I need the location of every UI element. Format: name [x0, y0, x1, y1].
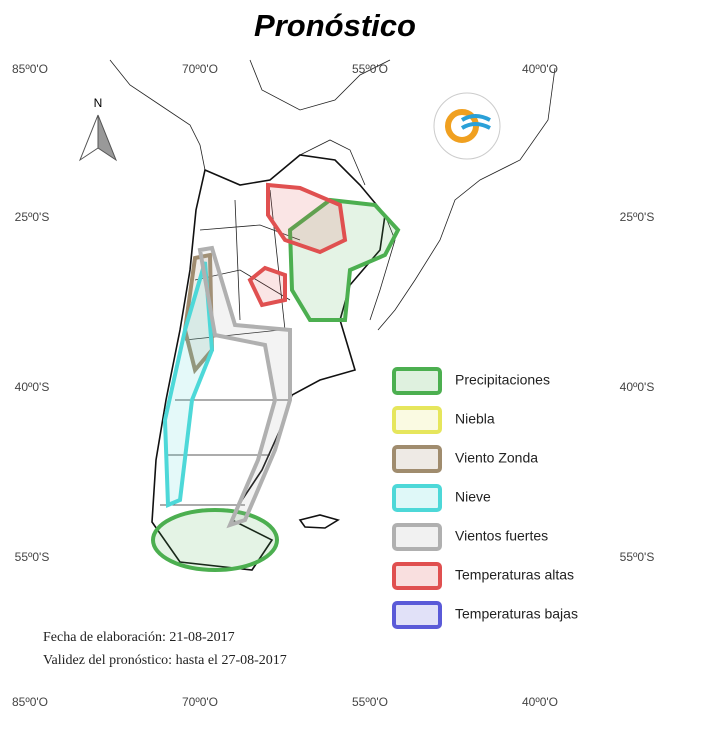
- longitude-label: 40º0'O: [522, 62, 558, 76]
- latitude-label: 40º0'S: [620, 380, 655, 394]
- legend-swatch: [392, 367, 442, 395]
- latitude-label: 25º0'S: [620, 210, 655, 224]
- longitude-label: 70º0'O: [182, 695, 218, 709]
- malvinas: [298, 514, 340, 529]
- legend-swatch: [392, 484, 442, 512]
- provinces: [160, 189, 301, 506]
- zone-high-temperature: [266, 182, 348, 255]
- legend-swatch: [392, 523, 442, 551]
- footer-elaboration: Fecha de elaboración: 21-08-2017: [43, 630, 235, 645]
- pacific-coast: [109, 59, 206, 171]
- north-label: N: [94, 96, 103, 110]
- neighbor-borders: [299, 139, 396, 321]
- legend-swatch: [392, 562, 442, 590]
- longitude-label: 55º0'O: [352, 62, 388, 76]
- legend-swatch: [392, 445, 442, 473]
- longitude-label: 70º0'O: [182, 62, 218, 76]
- legend-label: Nieve: [455, 489, 491, 505]
- zone-strong-wind: [197, 245, 292, 529]
- legend-label: Temperaturas altas: [455, 567, 574, 583]
- north-arrow: N: [78, 96, 118, 162]
- footer-validity: Validez del pronóstico: hasta el 27-08-2…: [43, 653, 287, 668]
- legend-label: Vientos fuertes: [455, 528, 548, 544]
- brazil-coast: [377, 67, 556, 331]
- arrow-right: [97, 114, 118, 162]
- longitude-label: 40º0'O: [522, 695, 558, 709]
- longitude-label: 85º0'O: [12, 695, 48, 709]
- longitude-label: 55º0'O: [352, 695, 388, 709]
- title: Pronóstico: [254, 8, 416, 43]
- latitude-label: 55º0'S: [15, 550, 50, 564]
- zone-precipitation: [151, 508, 279, 572]
- legend-label: Temperaturas bajas: [455, 606, 578, 622]
- forecast-zones: [151, 182, 401, 572]
- zone-precipitation: [287, 197, 401, 322]
- longitude-label: 85º0'O: [12, 62, 48, 76]
- latitude-label: 25º0'S: [15, 210, 50, 224]
- zone-snow: [162, 261, 215, 508]
- legend-label: Niebla: [455, 411, 495, 427]
- legend-swatch: [392, 406, 442, 434]
- zone-high-temperature: [247, 265, 287, 308]
- logo: [433, 92, 501, 160]
- north-border: [249, 59, 391, 111]
- latitude-label: 40º0'S: [15, 380, 50, 394]
- logo-waves: [460, 114, 491, 130]
- legend-swatch: [392, 601, 442, 629]
- legend: Precipitaciones Niebla Viento Zonda Nieve Vi…: [392, 367, 578, 629]
- latitude-label: 55º0'S: [620, 550, 655, 564]
- coordinate-labels: 85º0'O 70º0'O 55º0'O 40º0'O 85º0'O 70º0'O 55º0…: [12, 62, 654, 709]
- legend-label: Precipitaciones: [455, 372, 550, 388]
- legend-label: Viento Zonda: [455, 450, 538, 466]
